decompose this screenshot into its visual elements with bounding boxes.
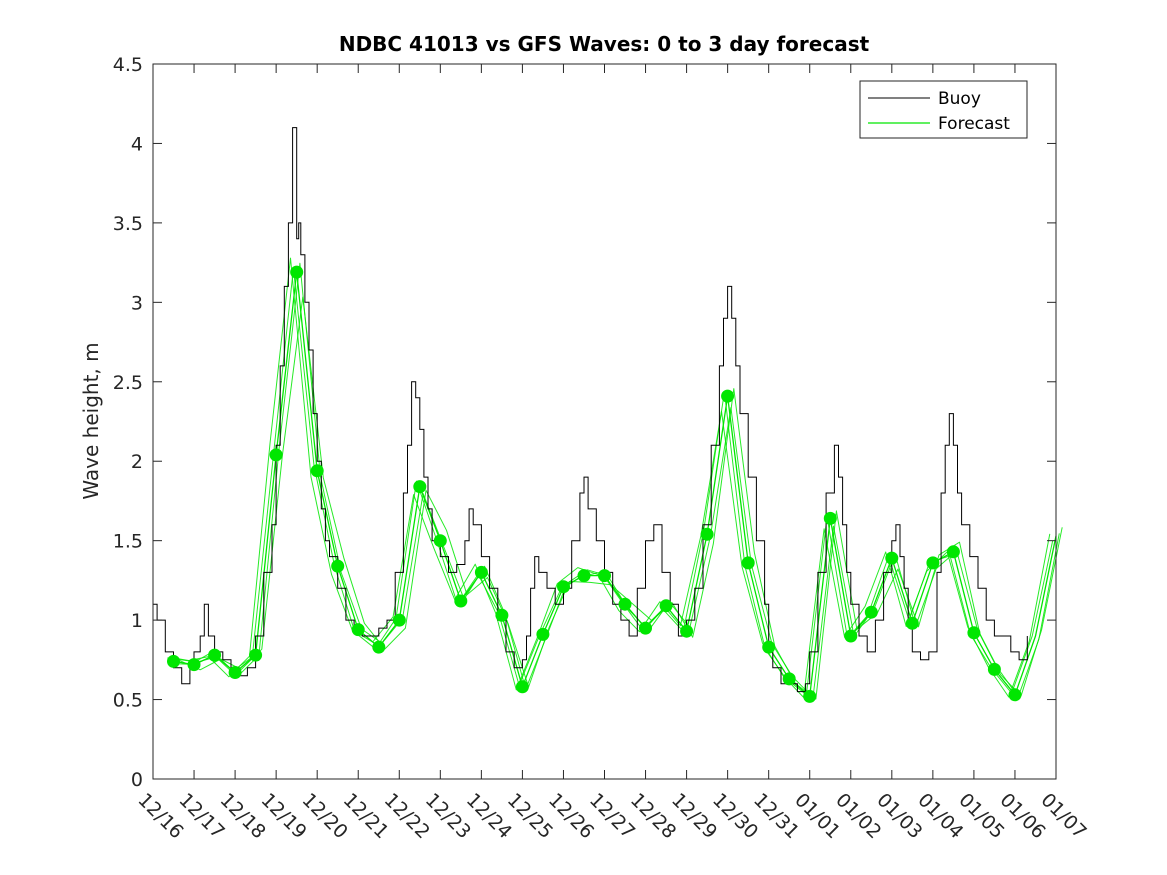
forecast-point <box>454 594 468 608</box>
forecast-point <box>762 640 776 654</box>
forecast-line-variant <box>179 296 1063 700</box>
buoy-layer <box>153 127 1028 693</box>
forecast-point <box>515 680 529 694</box>
forecast-markers <box>167 265 1022 703</box>
forecast-point <box>618 597 632 611</box>
forecast-point <box>946 545 960 559</box>
forecast-point <box>536 627 550 641</box>
forecast-point <box>864 605 878 619</box>
forecast-point <box>844 629 858 643</box>
y-tick-label: 0.5 <box>113 690 143 712</box>
forecast-point <box>187 658 201 672</box>
forecast-point <box>700 527 714 541</box>
y-tick-label: 4 <box>131 133 143 155</box>
forecast-point <box>167 654 180 668</box>
y-axis-label: Wave height, m <box>79 342 103 499</box>
forecast-point <box>926 556 940 570</box>
forecast-line-variant <box>167 257 1051 698</box>
forecast-point <box>905 616 919 630</box>
y-tick-label: 1.5 <box>113 531 143 553</box>
forecast-point <box>885 551 899 565</box>
forecast-point <box>557 580 570 594</box>
forecast-point <box>680 624 694 638</box>
y-tick-label: 2 <box>131 451 143 473</box>
forecast-point <box>823 511 837 525</box>
forecast-line-variant <box>176 262 1060 698</box>
forecast-point <box>208 648 222 662</box>
buoy-line <box>153 127 1028 693</box>
forecast-point <box>310 464 324 478</box>
forecast-point <box>782 672 796 686</box>
y-tick-label: 1 <box>131 610 143 632</box>
forecast-point <box>598 569 611 583</box>
forecast-point <box>290 265 304 279</box>
forecast-point <box>967 626 981 640</box>
y-tick-label: 0 <box>131 769 143 791</box>
forecast-point <box>331 559 345 573</box>
plot-area <box>153 64 1056 779</box>
forecast-point <box>413 480 427 494</box>
y-tick-label: 3.5 <box>113 213 143 235</box>
forecast-point <box>433 534 447 548</box>
legend-box <box>859 80 1028 139</box>
legend: Buoy Forecast <box>859 80 1028 139</box>
y-tick-label: 4.5 <box>113 54 143 76</box>
chart-title: NDBC 41013 vs GFS Waves: 0 to 3 day fore… <box>339 32 870 56</box>
legend-buoy-label: Buoy <box>938 89 981 109</box>
forecast-line-variant <box>170 267 1054 696</box>
forecast-point <box>659 599 673 613</box>
forecast-point <box>741 556 755 570</box>
forecast-point <box>269 448 283 462</box>
forecast-point <box>639 621 652 635</box>
forecast-point <box>987 662 1001 676</box>
forecast-point <box>1008 688 1022 702</box>
forecast-point <box>392 613 406 627</box>
forecast-point <box>495 608 509 622</box>
forecast-line <box>173 271 1057 698</box>
forecast-point <box>228 666 242 679</box>
forecast-point <box>721 389 735 403</box>
y-axis: 0 0.5 1 1.5 2 2.5 3 3.5 4 4.5 <box>113 54 1056 791</box>
forecast-point <box>803 689 817 703</box>
forecast-point <box>474 565 488 579</box>
legend-forecast-label: Forecast <box>938 114 1010 134</box>
y-tick-label: 3 <box>131 292 143 314</box>
forecast-point <box>249 648 263 662</box>
forecast-point <box>577 569 591 583</box>
forecast-point <box>351 623 365 637</box>
y-tick-label: 2.5 <box>113 372 143 394</box>
forecast-layer <box>167 257 1063 700</box>
forecast-point <box>372 640 386 654</box>
